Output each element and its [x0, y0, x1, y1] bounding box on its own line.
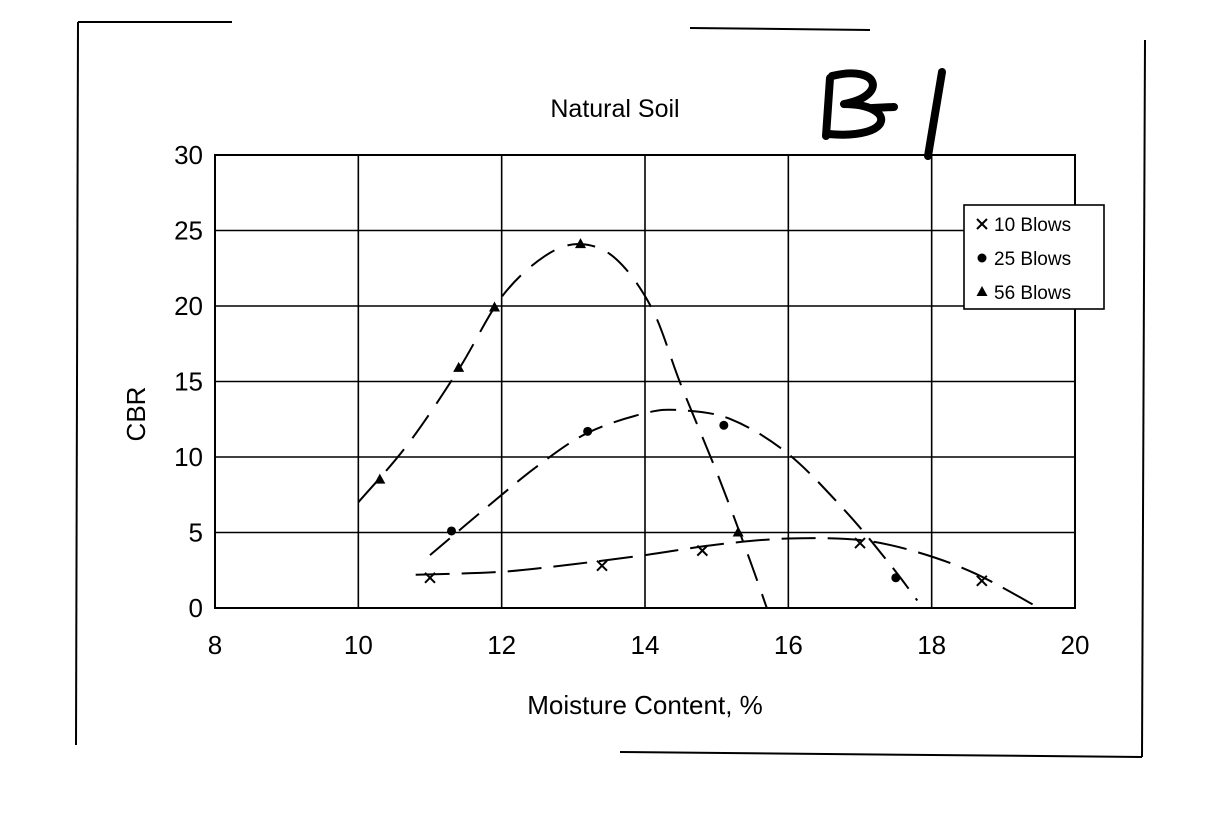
legend-label-10-blows: 10 Blows — [994, 215, 1071, 236]
trend-curve-25-blows — [429, 408, 919, 602]
data-point-10-blows — [854, 537, 866, 549]
y-tick-label: 30 — [174, 140, 203, 170]
data-point-56-blows — [489, 301, 500, 312]
legend-marker-10-blows — [976, 218, 988, 230]
x-tick-label: 16 — [774, 630, 803, 660]
data-point-56-blows — [732, 526, 744, 537]
x-axis-title: Moisture Content, % — [527, 690, 763, 720]
y-tick-label: 25 — [174, 216, 203, 246]
y-tick-label: 20 — [174, 291, 203, 321]
data-point-56-blows — [575, 238, 586, 249]
legend-marker-56-blows — [976, 286, 988, 296]
trend-curve-56-blows — [357, 243, 768, 609]
x-tick-label: 18 — [917, 630, 946, 660]
data-point-56-blows — [374, 473, 386, 484]
data-point-25-blows — [583, 426, 593, 436]
x-tick-label: 12 — [487, 630, 516, 660]
legend-box — [963, 204, 1105, 310]
legend-marker-25-blows — [977, 253, 987, 263]
data-point-25-blows — [719, 420, 729, 430]
grid-layer — [214, 154, 1076, 609]
legend-label-25-blows: 25 Blows — [994, 249, 1071, 270]
data-point-25-blows — [447, 526, 456, 536]
trend-curves — [357, 243, 1040, 609]
chart-title: Natural Soil — [550, 95, 679, 123]
y-tick-label: 10 — [174, 442, 203, 472]
legend-label-56-blows: 56 Blows — [994, 283, 1071, 304]
x-tick-label: 10 — [344, 630, 373, 660]
data-point-10-blows — [696, 544, 709, 557]
y-axis-title: CBR — [121, 387, 151, 442]
data-point-10-blows — [596, 560, 608, 572]
x-tick-label: 8 — [208, 630, 222, 660]
data-point-56-blows — [453, 361, 465, 372]
tick-labels: 0 5 10 15 20 25 30 8 10 12 14 16 18 20 — [174, 140, 1089, 660]
data-point-10-blows — [424, 572, 436, 584]
legend: 10 Blows 25 Blows 56 Blows — [963, 204, 1105, 310]
data-point-25-blows — [891, 573, 901, 583]
data-point-10-blows — [976, 575, 988, 587]
x-tick-label: 14 — [631, 630, 660, 660]
trend-curve-10-blows — [415, 537, 1040, 609]
page-frame — [75, 21, 1146, 758]
plot-area-border — [214, 154, 1076, 609]
x-tick-label: 20 — [1061, 630, 1090, 660]
y-tick-label: 0 — [189, 593, 203, 623]
y-tick-label: 15 — [174, 367, 203, 397]
handwritten-annotation — [822, 68, 946, 160]
y-tick-label: 5 — [189, 518, 203, 548]
data-markers — [374, 238, 988, 587]
